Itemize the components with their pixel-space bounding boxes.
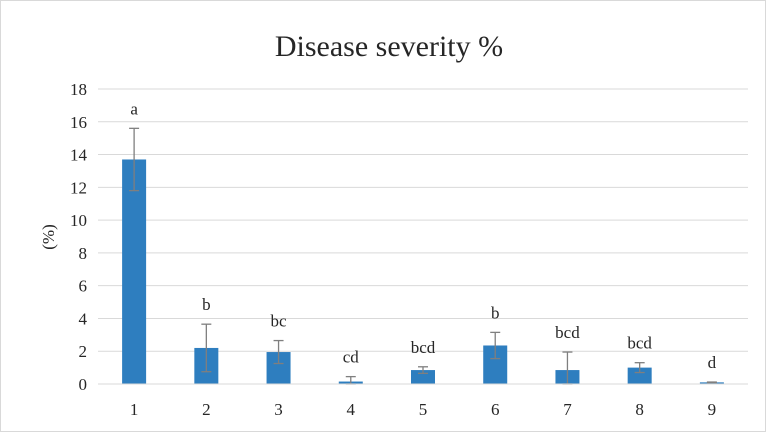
y-axis-label: (%) bbox=[39, 224, 58, 249]
error-bar-1 bbox=[129, 127, 140, 192]
x-tick-label: 3 bbox=[274, 400, 283, 419]
bar-8 bbox=[627, 367, 652, 384]
significance-label-5: bcd bbox=[411, 338, 436, 357]
error-bar-9 bbox=[706, 381, 717, 384]
significance-label-4: cd bbox=[343, 348, 360, 367]
x-tick-label: 4 bbox=[347, 400, 356, 419]
y-tick-label: 6 bbox=[79, 277, 88, 296]
gridlines bbox=[98, 88, 748, 352]
y-axis-ticks: 0 2 4 6 8 10 12 14 16 18 bbox=[70, 80, 88, 394]
y-tick-label: 16 bbox=[70, 113, 87, 132]
y-tick-label: 0 bbox=[79, 375, 88, 394]
error-bar-6 bbox=[490, 331, 501, 360]
significance-label-7: bcd bbox=[555, 323, 580, 342]
y-tick-label: 12 bbox=[70, 178, 87, 197]
y-tick-label: 2 bbox=[79, 342, 88, 361]
y-tick-label: 14 bbox=[70, 146, 88, 165]
x-axis-ticks: 1 2 3 4 5 6 7 8 9 bbox=[130, 400, 716, 419]
y-tick-label: 18 bbox=[70, 80, 87, 99]
x-tick-label: 2 bbox=[202, 400, 211, 419]
chart-title: Disease severity % bbox=[275, 30, 503, 63]
significance-label-1: a bbox=[130, 99, 138, 118]
y-tick-label: 10 bbox=[70, 211, 87, 230]
significance-labels: a b bc cd bcd b bcd bcd d bbox=[130, 99, 716, 372]
x-tick-label: 9 bbox=[708, 400, 717, 419]
x-tick-label: 8 bbox=[635, 400, 644, 419]
y-tick-label: 4 bbox=[79, 309, 88, 328]
error-bar-8 bbox=[634, 362, 645, 374]
x-tick-label: 7 bbox=[563, 400, 572, 419]
significance-label-2: b bbox=[202, 295, 211, 314]
error-bar-2 bbox=[201, 323, 212, 373]
x-tick-label: 5 bbox=[419, 400, 428, 419]
y-tick-label: 8 bbox=[79, 244, 88, 263]
bar-1 bbox=[122, 159, 147, 384]
significance-label-8: bcd bbox=[627, 334, 652, 353]
x-tick-label: 6 bbox=[491, 400, 500, 419]
significance-label-3: bc bbox=[271, 312, 288, 331]
error-bar-5 bbox=[418, 366, 428, 374]
error-bar-3 bbox=[273, 339, 284, 365]
bar-5 bbox=[411, 370, 435, 384]
significance-label-9: d bbox=[708, 353, 717, 372]
significance-label-6: b bbox=[491, 303, 500, 322]
x-tick-label: 1 bbox=[130, 400, 139, 419]
